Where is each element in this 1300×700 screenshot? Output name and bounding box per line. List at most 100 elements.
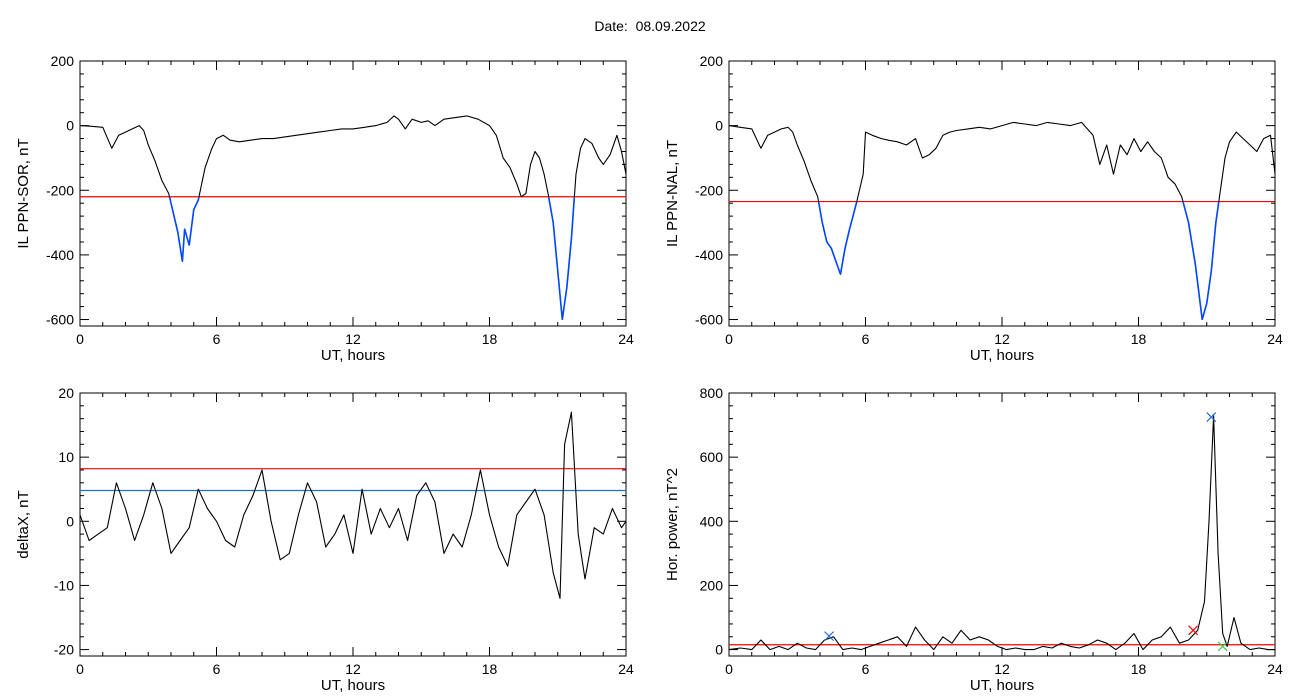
x-tick-label: 12 bbox=[994, 331, 1010, 347]
plot-area bbox=[80, 115, 626, 321]
highlight-segment bbox=[844, 228, 851, 249]
highlight-segment bbox=[1194, 264, 1203, 320]
y-tick-label: -400 bbox=[695, 247, 723, 263]
y-tick-label: 0 bbox=[66, 513, 74, 529]
y-tick-label: 400 bbox=[700, 513, 724, 529]
highlight-segment bbox=[826, 241, 833, 249]
y-axis-label: IL PPN-SOR, nT bbox=[15, 138, 32, 248]
y-axis-label: IL PPN-NAL, nT bbox=[664, 140, 681, 247]
plot-frame bbox=[728, 392, 1276, 657]
marker-red bbox=[1188, 625, 1199, 636]
x-tick-label: 0 bbox=[76, 661, 84, 677]
highlight-segment bbox=[561, 287, 568, 320]
series-line bbox=[729, 121, 1275, 321]
plot-area bbox=[80, 411, 626, 599]
date-header: Date: 08.09.2022 bbox=[0, 18, 1300, 34]
plot-frame bbox=[728, 60, 1276, 327]
highlight-segment bbox=[848, 202, 858, 230]
y-tick-label: -20 bbox=[54, 642, 74, 658]
y-tick-label: -600 bbox=[46, 312, 74, 328]
chart-nal: 0 6 12 18 24 200 0 -200 -400 -600 UT, hours IL PPN-… bbox=[664, 53, 1283, 364]
x-tick-label: 0 bbox=[725, 331, 733, 347]
x-axis-label: UT, hours bbox=[970, 677, 1034, 694]
highlight-segment bbox=[566, 238, 573, 288]
x-tick-label: 6 bbox=[213, 661, 221, 677]
y-tick-label: 200 bbox=[700, 53, 724, 69]
y-tick-label: 20 bbox=[58, 385, 74, 401]
highlight-segment bbox=[1205, 270, 1213, 304]
series-line bbox=[729, 414, 1275, 651]
highlight-segment bbox=[830, 248, 837, 262]
highlight-segment bbox=[1210, 222, 1217, 272]
y-axis-label: deltaX, nT bbox=[15, 490, 32, 558]
highlight-segment bbox=[552, 222, 559, 272]
highlight-segment bbox=[835, 261, 842, 275]
highlight-segment bbox=[1182, 201, 1190, 223]
highlight-segment bbox=[817, 201, 824, 223]
highlight-segment bbox=[188, 209, 195, 246]
y-tick-label: -400 bbox=[46, 247, 74, 263]
highlight-segment bbox=[570, 196, 576, 239]
x-tick-label: 6 bbox=[862, 661, 870, 677]
marker-blue bbox=[1206, 412, 1217, 422]
highlight-segment bbox=[172, 212, 179, 233]
highlight-segment bbox=[197, 196, 200, 201]
x-tick-label: 6 bbox=[213, 331, 221, 347]
y-tick-label: -600 bbox=[695, 312, 723, 328]
x-tick-label: 12 bbox=[994, 661, 1010, 677]
highlight-segment bbox=[556, 270, 564, 320]
highlight-segment bbox=[177, 232, 184, 262]
x-tick-label: 24 bbox=[1267, 331, 1283, 347]
x-tick-label: 0 bbox=[725, 661, 733, 677]
plot-frame bbox=[79, 60, 627, 327]
series-line bbox=[80, 115, 626, 321]
x-tick-label: 18 bbox=[482, 661, 498, 677]
x-axis-label: UT, hours bbox=[321, 347, 385, 364]
y-tick-label: 0 bbox=[66, 118, 74, 134]
highlight-segment bbox=[181, 228, 186, 262]
date-value: 08.09.2022 bbox=[635, 18, 706, 34]
chart-deltax: 0 6 12 18 24 20 10 0 -10 -20 UT, hours deltaX, nT bbox=[15, 385, 634, 694]
highlight-segment bbox=[1201, 303, 1208, 320]
y-tick-label: 600 bbox=[700, 449, 724, 465]
y-tick-label: 0 bbox=[715, 642, 723, 658]
plot-area bbox=[729, 412, 1275, 652]
x-tick-label: 0 bbox=[76, 331, 84, 347]
highlight-segment bbox=[547, 196, 554, 223]
y-tick-label: -10 bbox=[54, 577, 74, 593]
y-axis-label: Hor. power, nT^2 bbox=[664, 468, 681, 581]
highlight-segment bbox=[1187, 222, 1197, 265]
x-axis-label: UT, hours bbox=[321, 677, 385, 694]
y-tick-label: 800 bbox=[700, 385, 724, 401]
highlight-segment bbox=[1215, 201, 1220, 223]
x-tick-label: 18 bbox=[482, 331, 498, 347]
y-tick-label: 200 bbox=[700, 577, 724, 593]
plot-area bbox=[729, 121, 1275, 321]
y-tick-label: -200 bbox=[695, 182, 723, 198]
plot-frame bbox=[79, 392, 627, 657]
x-tick-label: 6 bbox=[862, 331, 870, 347]
x-tick-label: 18 bbox=[1131, 331, 1147, 347]
y-tick-label: 10 bbox=[58, 449, 74, 465]
highlight-segment bbox=[839, 248, 846, 275]
x-tick-label: 24 bbox=[618, 331, 634, 347]
x-tick-label: 12 bbox=[345, 661, 361, 677]
highlight-segment bbox=[821, 222, 828, 243]
marker-blue bbox=[824, 631, 835, 642]
marker-green bbox=[1217, 641, 1228, 652]
highlight-segment bbox=[193, 199, 200, 210]
highlight-segment bbox=[183, 228, 190, 246]
chart-sor: 0 6 12 18 24 200 0 -200 -400 -600 UT, hours IL PPN-… bbox=[15, 53, 634, 364]
series-line bbox=[80, 411, 626, 599]
y-tick-label: 200 bbox=[51, 53, 75, 69]
chart-power: 0 6 12 18 24 800 600 400 200 0 UT, hours Hor. power… bbox=[664, 385, 1283, 694]
highlight-segment bbox=[168, 196, 175, 214]
x-tick-label: 18 bbox=[1131, 661, 1147, 677]
x-tick-label: 12 bbox=[345, 331, 361, 347]
x-axis-label: UT, hours bbox=[970, 347, 1034, 364]
x-tick-label: 24 bbox=[1267, 661, 1283, 677]
y-tick-label: 0 bbox=[715, 118, 723, 134]
x-tick-label: 24 bbox=[618, 661, 634, 677]
date-label: Date: bbox=[594, 18, 628, 34]
